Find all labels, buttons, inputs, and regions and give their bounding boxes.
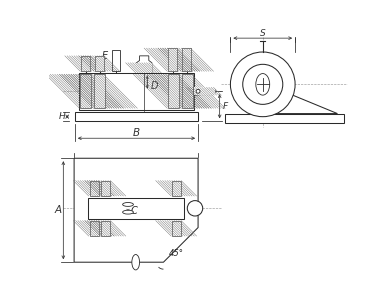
- Ellipse shape: [123, 203, 133, 206]
- Bar: [80, 74, 91, 108]
- Bar: [168, 74, 179, 108]
- Bar: [79, 73, 194, 110]
- Bar: [95, 56, 104, 71]
- Text: H: H: [59, 112, 65, 121]
- Polygon shape: [263, 83, 338, 113]
- Bar: [88, 198, 184, 219]
- Text: S: S: [260, 29, 266, 38]
- Bar: [182, 74, 193, 108]
- Circle shape: [230, 52, 295, 117]
- Text: D: D: [151, 81, 159, 91]
- Bar: [182, 48, 191, 71]
- Circle shape: [187, 201, 203, 216]
- Circle shape: [196, 89, 200, 93]
- Bar: [172, 221, 181, 236]
- Bar: [75, 112, 198, 121]
- Bar: [112, 50, 120, 71]
- Bar: [225, 113, 344, 123]
- Bar: [94, 74, 105, 108]
- Text: A: A: [54, 205, 62, 215]
- Bar: [101, 181, 110, 196]
- Bar: [81, 56, 90, 71]
- Text: F: F: [222, 102, 228, 111]
- Ellipse shape: [132, 254, 140, 270]
- Polygon shape: [74, 158, 198, 262]
- Text: 45°: 45°: [169, 249, 184, 258]
- Text: E: E: [102, 51, 108, 61]
- Ellipse shape: [256, 74, 270, 95]
- Circle shape: [243, 64, 283, 104]
- Bar: [90, 181, 99, 196]
- Bar: [81, 56, 90, 71]
- Bar: [172, 181, 181, 196]
- Bar: [95, 56, 104, 71]
- Polygon shape: [194, 88, 215, 95]
- Text: C: C: [131, 206, 137, 216]
- Bar: [168, 48, 177, 71]
- Bar: [101, 221, 110, 236]
- Bar: [182, 48, 191, 71]
- Bar: [168, 48, 177, 71]
- Bar: [137, 63, 152, 73]
- Bar: [194, 88, 215, 95]
- Polygon shape: [137, 56, 152, 73]
- Text: B: B: [133, 128, 140, 138]
- Ellipse shape: [123, 210, 133, 214]
- Bar: [90, 221, 99, 236]
